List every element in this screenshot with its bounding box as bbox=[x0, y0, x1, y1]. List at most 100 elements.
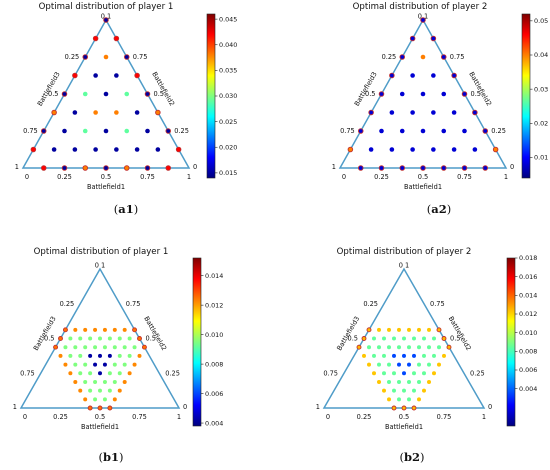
data-point bbox=[387, 327, 391, 332]
x-axis-label: Battlefield1 bbox=[385, 423, 423, 431]
data-point bbox=[82, 165, 88, 171]
data-point bbox=[134, 110, 140, 115]
corner-label-bottom-right: 0 bbox=[488, 403, 492, 411]
data-point bbox=[422, 353, 426, 358]
panel-caption: (b1) bbox=[98, 450, 123, 464]
data-point bbox=[407, 379, 411, 384]
left-tick-label: 0.75 bbox=[323, 369, 338, 377]
data-point bbox=[377, 362, 381, 367]
data-point bbox=[427, 362, 431, 367]
data-point bbox=[372, 353, 376, 358]
data-point bbox=[132, 345, 137, 350]
data-point bbox=[397, 327, 401, 332]
bottom-tick-label: 0.25 bbox=[57, 173, 72, 181]
data-point bbox=[472, 109, 478, 116]
data-point bbox=[137, 353, 142, 358]
data-point bbox=[389, 72, 395, 79]
colorbar-tick-label: 0.004 bbox=[205, 419, 223, 427]
right-tick-label: 0.75 bbox=[430, 300, 445, 308]
data-point bbox=[367, 345, 371, 350]
colorbar bbox=[506, 257, 516, 427]
left-tick-label: 0.5 bbox=[48, 90, 59, 98]
data-point bbox=[401, 405, 407, 411]
data-point bbox=[112, 379, 117, 384]
data-point bbox=[97, 405, 103, 411]
data-point bbox=[378, 91, 385, 97]
left-tick-label: 0.25 bbox=[60, 300, 75, 308]
colorbar-tick-label: 0.030 bbox=[219, 92, 237, 100]
data-point bbox=[387, 362, 391, 367]
data-point bbox=[93, 397, 98, 402]
data-point bbox=[53, 344, 59, 350]
chart-title: Optimal distribution of player 2 bbox=[353, 2, 488, 12]
data-point bbox=[432, 336, 436, 341]
data-point bbox=[410, 147, 415, 152]
data-point bbox=[441, 336, 447, 341]
data-point bbox=[78, 353, 83, 358]
data-point bbox=[41, 165, 47, 171]
data-point bbox=[356, 344, 362, 350]
data-point bbox=[442, 353, 446, 358]
data-point bbox=[382, 353, 386, 358]
data-point bbox=[461, 165, 468, 171]
data-point bbox=[461, 91, 468, 97]
data-point bbox=[358, 128, 364, 134]
colorbar-tick-label: 0.006 bbox=[519, 366, 537, 374]
data-point bbox=[407, 327, 411, 332]
bottom-tick-label: 0.5 bbox=[101, 173, 112, 181]
bottom-tick-label: 0.75 bbox=[437, 413, 452, 421]
data-point bbox=[462, 128, 467, 134]
data-point bbox=[83, 397, 88, 402]
data-point bbox=[399, 128, 405, 134]
data-point bbox=[73, 327, 78, 332]
colorbar-tick-label: 0.02 bbox=[534, 120, 548, 128]
data-point bbox=[441, 165, 447, 171]
data-point bbox=[98, 336, 102, 341]
data-point bbox=[155, 109, 161, 116]
data-point bbox=[62, 128, 67, 134]
data-point bbox=[123, 165, 130, 171]
data-point bbox=[392, 388, 396, 393]
data-point bbox=[372, 336, 376, 341]
data-point bbox=[107, 353, 112, 358]
data-point bbox=[61, 91, 68, 97]
data-point bbox=[441, 91, 447, 97]
right-tick-label: 0.5 bbox=[471, 90, 482, 98]
right-tick-label: 0.5 bbox=[450, 335, 461, 343]
colorbar-tick-label: 0.04 bbox=[534, 51, 548, 59]
bottom-tick-label: 0.75 bbox=[457, 173, 472, 181]
data-point bbox=[117, 371, 122, 376]
data-point bbox=[402, 336, 406, 341]
colorbar-tick-label: 0.035 bbox=[219, 67, 237, 75]
data-point bbox=[114, 73, 119, 78]
data-point bbox=[441, 128, 447, 134]
data-point bbox=[145, 128, 150, 134]
data-point bbox=[112, 397, 117, 402]
data-point bbox=[387, 345, 391, 350]
data-point bbox=[407, 397, 411, 402]
chart-title: Optimal distribution of player 1 bbox=[39, 2, 174, 12]
data-point bbox=[102, 362, 107, 367]
data-point bbox=[114, 147, 119, 152]
data-point bbox=[397, 397, 401, 402]
data-point bbox=[30, 146, 37, 153]
data-point bbox=[93, 327, 98, 332]
data-point bbox=[420, 54, 426, 60]
colorbar bbox=[206, 13, 216, 179]
data-point bbox=[441, 54, 447, 60]
data-point bbox=[68, 353, 73, 358]
data-point bbox=[88, 336, 93, 341]
data-point bbox=[392, 353, 396, 358]
corner-label-bottom-right: 0 bbox=[510, 163, 514, 171]
data-point bbox=[127, 353, 132, 358]
data-point bbox=[422, 388, 426, 393]
data-point bbox=[417, 327, 421, 332]
data-point bbox=[382, 388, 386, 393]
data-point bbox=[358, 165, 364, 171]
data-point bbox=[117, 336, 122, 341]
panel-caption: (a2) bbox=[427, 202, 451, 216]
data-point bbox=[436, 327, 442, 333]
data-point bbox=[432, 371, 436, 376]
data-point bbox=[58, 336, 63, 341]
